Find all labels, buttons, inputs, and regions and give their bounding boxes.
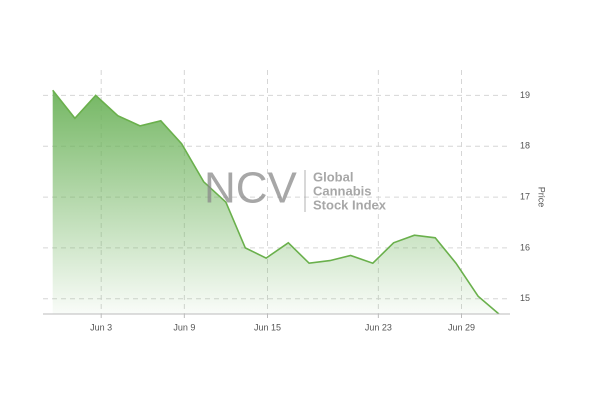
area-fill xyxy=(52,90,499,314)
x-tick-label: Jun 23 xyxy=(365,322,392,332)
watermark-logo: NCV xyxy=(204,164,298,213)
x-tick-label: Jun 3 xyxy=(90,322,112,332)
x-tick-label: Jun 15 xyxy=(254,322,281,332)
y-tick-label: 19 xyxy=(520,90,530,100)
y-axis-label: Price xyxy=(537,187,547,208)
watermark-line: Stock Index xyxy=(313,197,387,212)
watermark-line: Cannabis xyxy=(313,183,372,198)
x-tick-label: Jun 9 xyxy=(173,322,195,332)
x-tick-label: Jun 29 xyxy=(448,322,475,332)
y-tick-label: 18 xyxy=(520,141,530,151)
data xyxy=(52,89,500,315)
y-tick-label: 16 xyxy=(520,242,530,252)
y-tick-label: 15 xyxy=(520,293,530,303)
watermark: NCV Global Cannabis Stock Index xyxy=(204,164,387,213)
area-line xyxy=(52,89,500,315)
y-tick-label: 17 xyxy=(520,191,530,201)
watermark-line: Global xyxy=(313,169,353,184)
